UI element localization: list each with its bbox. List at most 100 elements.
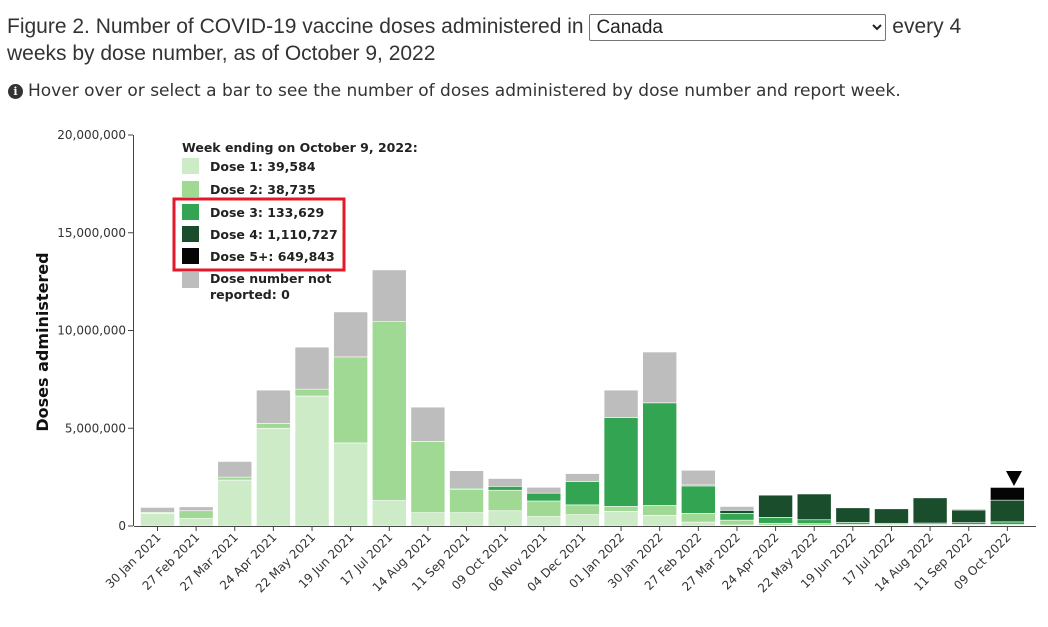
bar-segment-dose3[interactable] <box>487 486 523 491</box>
bar-stack[interactable] <box>796 493 832 527</box>
bar-segment-dose2[interactable] <box>371 321 407 501</box>
bar-segment-not-reported[interactable] <box>951 508 987 510</box>
selected-bar-marker-icon <box>1006 471 1022 486</box>
bar-segment-dose2[interactable] <box>256 423 291 429</box>
bar-stack[interactable] <box>951 508 987 527</box>
bar-stack[interactable] <box>140 507 175 527</box>
bar-segment-dose4[interactable] <box>719 510 755 514</box>
bar-segment-not-reported[interactable] <box>912 496 948 499</box>
bar-segment-not-reported[interactable] <box>217 461 253 478</box>
bar-segment-not-reported[interactable] <box>758 494 793 496</box>
bar-segment-dose2[interactable] <box>410 441 446 514</box>
bar-segment-dose2[interactable] <box>217 476 253 481</box>
bar-segment-dose2[interactable] <box>449 488 484 514</box>
bar-stack[interactable] <box>178 506 214 527</box>
bar-segment-dose3[interactable] <box>990 521 1025 525</box>
title-text-end: every 4 <box>892 15 962 39</box>
bar-segment-dose3[interactable] <box>758 517 793 524</box>
bar-segment-dose1[interactable] <box>603 511 639 527</box>
bar-segment-dose1[interactable] <box>487 510 523 527</box>
bar-segment-dose2[interactable] <box>526 500 562 517</box>
bar-segment-dose2[interactable] <box>681 512 716 523</box>
bar-stack[interactable] <box>681 469 716 527</box>
bar-segment-dose4[interactable] <box>835 507 871 523</box>
bar-segment-dose4[interactable] <box>912 497 948 524</box>
bar-segment-not-reported[interactable] <box>410 406 446 442</box>
bar-segment-dose1[interactable] <box>565 514 600 527</box>
bar-stack[interactable] <box>912 496 948 527</box>
bar-segment-not-reported[interactable] <box>178 506 214 512</box>
bar-segment-dose2[interactable] <box>565 504 600 515</box>
bar-stack[interactable] <box>487 478 523 527</box>
bar-segment-not-reported[interactable] <box>371 269 407 323</box>
bar-segment-dose4[interactable] <box>990 499 1025 523</box>
legend-swatch-dose2 <box>182 181 199 197</box>
bar-segment-dose5[interactable] <box>990 487 1025 501</box>
bar-segment-dose2[interactable] <box>178 510 214 519</box>
bar-segment-dose1[interactable] <box>410 512 446 527</box>
bar-segment-dose3[interactable] <box>526 492 562 502</box>
bar-segment-not-reported[interactable] <box>333 311 368 358</box>
bar-segment-not-reported[interactable] <box>835 506 871 509</box>
bar-segment-dose1[interactable] <box>449 512 484 527</box>
bar-segment-dose3[interactable] <box>565 481 600 506</box>
bar-segment-dose2[interactable] <box>333 356 368 444</box>
bar-segment-not-reported[interactable] <box>526 486 562 494</box>
bar-stack[interactable] <box>217 461 253 527</box>
bar-segment-not-reported[interactable] <box>487 478 523 487</box>
bar-segment-dose2[interactable] <box>719 519 755 526</box>
bar-stack[interactable] <box>642 351 677 527</box>
y-tick-label: 15,000,000 <box>57 226 126 240</box>
bar-stack[interactable] <box>990 487 1025 527</box>
bar-segment-not-reported[interactable] <box>719 506 755 511</box>
bar-segment-not-reported[interactable] <box>565 473 600 482</box>
bar-segment-dose1[interactable] <box>371 500 407 527</box>
bar-segment-not-reported[interactable] <box>449 470 484 489</box>
bar-stack[interactable] <box>719 506 755 527</box>
bar-segment-not-reported[interactable] <box>140 507 175 513</box>
bar-segment-dose1[interactable] <box>256 427 291 527</box>
bar-stack[interactable] <box>449 470 484 527</box>
bar-segment-dose1[interactable] <box>217 479 253 527</box>
bar-stack[interactable] <box>294 346 330 527</box>
bar-segment-dose3[interactable] <box>681 485 716 514</box>
bar-stack[interactable] <box>758 494 793 527</box>
bar-segment-not-reported[interactable] <box>256 389 291 424</box>
bar-segment-dose1[interactable] <box>642 514 677 527</box>
bar-stack[interactable] <box>256 389 291 527</box>
bar-segment-dose2[interactable] <box>294 388 330 397</box>
bar-segment-not-reported[interactable] <box>603 389 639 418</box>
bar-segment-dose1[interactable] <box>681 521 716 527</box>
bar-segment-dose2[interactable] <box>642 505 677 516</box>
bar-segment-dose1[interactable] <box>140 512 175 527</box>
region-select[interactable]: Canada <box>589 14 887 41</box>
bar-segment-not-reported[interactable] <box>681 469 716 486</box>
bar-segment-dose3[interactable] <box>796 519 832 524</box>
bar-segment-dose4[interactable] <box>874 508 909 524</box>
bar-stack[interactable] <box>565 473 600 527</box>
bar-segment-not-reported[interactable] <box>294 346 330 390</box>
bar-stack[interactable] <box>603 389 639 527</box>
bar-segment-dose4[interactable] <box>758 494 793 518</box>
bar-segment-dose1[interactable] <box>294 395 330 527</box>
bar-segment-dose3[interactable] <box>642 402 677 506</box>
bar-segment-not-reported[interactable] <box>796 493 832 495</box>
bar-stack[interactable] <box>371 269 407 527</box>
bar-segment-dose2[interactable] <box>487 489 523 512</box>
legend-swatch-dose1 <box>182 158 199 174</box>
bar-segment-dose4[interactable] <box>951 509 987 523</box>
bar-segment-dose1[interactable] <box>526 516 562 527</box>
bar-segment-dose1[interactable] <box>178 518 214 527</box>
bar-segment-dose3[interactable] <box>603 417 639 507</box>
bar-segment-dose2[interactable] <box>603 506 639 512</box>
bar-segment-dose1[interactable] <box>333 442 368 527</box>
bar-segment-not-reported[interactable] <box>642 351 677 404</box>
bar-stack[interactable] <box>526 486 562 527</box>
bar-stack[interactable] <box>410 406 446 527</box>
bar-stack[interactable] <box>333 311 368 527</box>
bar-stack[interactable] <box>874 507 909 527</box>
bar-stack[interactable] <box>835 506 871 527</box>
bar-segment-dose4[interactable] <box>796 493 832 521</box>
bar-segment-dose3[interactable] <box>719 512 755 521</box>
bar-segment-not-reported[interactable] <box>874 507 909 510</box>
